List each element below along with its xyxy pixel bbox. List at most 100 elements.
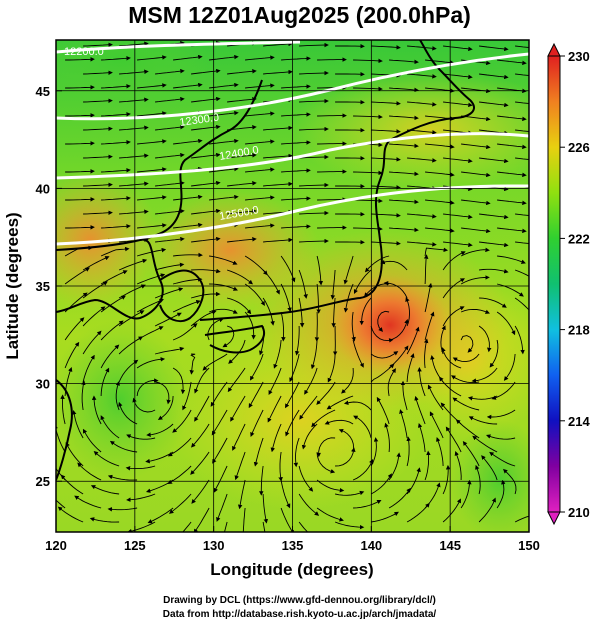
streamline bbox=[191, 152, 221, 159]
streamline bbox=[298, 269, 308, 299]
streamline bbox=[263, 237, 293, 243]
streamline bbox=[353, 58, 383, 64]
streamline bbox=[273, 339, 282, 369]
streamline bbox=[262, 269, 280, 295]
streamline bbox=[479, 213, 509, 220]
contour-12300 bbox=[56, 52, 529, 121]
streamline bbox=[496, 311, 516, 336]
x-tick-label: 125 bbox=[124, 538, 146, 553]
streamline bbox=[101, 84, 131, 89]
streamline bbox=[514, 269, 529, 277]
streamline bbox=[226, 269, 254, 285]
streamline bbox=[191, 236, 221, 243]
x-axis-title: Longitude (degrees) bbox=[210, 560, 373, 579]
streamline bbox=[194, 395, 210, 422]
streamline bbox=[263, 125, 293, 131]
streamline bbox=[81, 380, 86, 411]
streamline bbox=[472, 435, 498, 453]
streamline bbox=[452, 353, 480, 363]
streamline bbox=[155, 381, 171, 405]
streamline bbox=[479, 157, 509, 164]
streamline bbox=[193, 507, 210, 532]
streamline bbox=[263, 69, 293, 75]
streamline bbox=[194, 367, 210, 394]
streamline bbox=[310, 339, 318, 370]
streamline bbox=[316, 507, 344, 522]
streamline bbox=[299, 126, 329, 132]
streamline bbox=[245, 223, 275, 229]
streamline bbox=[407, 73, 437, 79]
streamline bbox=[299, 238, 329, 244]
streamline bbox=[100, 320, 124, 341]
streamline bbox=[126, 434, 156, 440]
streamline bbox=[443, 45, 473, 52]
streamline bbox=[285, 409, 300, 437]
streamline bbox=[65, 57, 95, 62]
colorbar-tick-label: 230 bbox=[568, 49, 590, 64]
streamline bbox=[383, 280, 408, 299]
streamline bbox=[90, 485, 120, 495]
streamline bbox=[376, 396, 390, 425]
streamline bbox=[191, 96, 221, 103]
streamline bbox=[132, 397, 156, 413]
streamline bbox=[137, 167, 167, 173]
streamline bbox=[424, 311, 435, 341]
streamline bbox=[137, 139, 167, 145]
x-tick-label: 145 bbox=[439, 538, 461, 553]
contour-label-12300: 12300.0 bbox=[179, 112, 220, 129]
streamline bbox=[468, 416, 498, 425]
colorbar-tick-label: 222 bbox=[568, 231, 590, 246]
streamline bbox=[191, 208, 221, 215]
streamline bbox=[417, 367, 426, 397]
streamline bbox=[154, 312, 182, 327]
streamline bbox=[249, 353, 264, 381]
streamline bbox=[324, 419, 354, 425]
y-axis-title: Latitude (degrees) bbox=[3, 212, 22, 359]
streamline bbox=[330, 269, 336, 300]
streamline bbox=[147, 507, 174, 524]
streamline bbox=[280, 311, 286, 342]
streamline bbox=[155, 152, 185, 159]
streamline bbox=[445, 426, 462, 453]
streamline bbox=[155, 236, 185, 243]
streamline bbox=[442, 498, 461, 523]
streamline bbox=[353, 86, 383, 92]
streamline bbox=[352, 339, 364, 368]
streamline bbox=[316, 451, 336, 474]
streamline bbox=[353, 226, 383, 232]
streamline bbox=[191, 268, 221, 274]
streamline bbox=[101, 196, 131, 201]
streamline bbox=[443, 101, 473, 108]
streamline bbox=[425, 199, 455, 205]
streamline bbox=[462, 441, 480, 467]
streamline bbox=[407, 213, 437, 219]
colorbar-min-arrow bbox=[547, 511, 561, 526]
streamline bbox=[281, 168, 311, 173]
streamline bbox=[57, 506, 84, 523]
streamline bbox=[497, 115, 527, 122]
streamline bbox=[202, 353, 228, 371]
temperature-field: 12200.0 12300.0 12400.0 12500.0 bbox=[56, 40, 529, 532]
streamline bbox=[280, 283, 292, 313]
streamline bbox=[119, 153, 149, 159]
streamline bbox=[101, 224, 131, 229]
streamline bbox=[389, 171, 419, 177]
streamline bbox=[481, 455, 498, 481]
streamline bbox=[387, 368, 396, 397]
streamline bbox=[293, 437, 300, 468]
streamline bbox=[118, 336, 144, 355]
streamline bbox=[461, 227, 491, 234]
streamline bbox=[406, 502, 430, 523]
streamline bbox=[172, 367, 186, 395]
streamline bbox=[216, 493, 228, 522]
streamline bbox=[244, 283, 265, 306]
streamline bbox=[406, 436, 411, 467]
streamline bbox=[371, 241, 401, 246]
streamline bbox=[127, 521, 156, 532]
streamline bbox=[371, 101, 401, 106]
streamline bbox=[429, 411, 444, 439]
streamline bbox=[441, 347, 462, 369]
streamline bbox=[479, 268, 509, 274]
streamline bbox=[389, 199, 419, 205]
streamline bbox=[400, 380, 408, 411]
